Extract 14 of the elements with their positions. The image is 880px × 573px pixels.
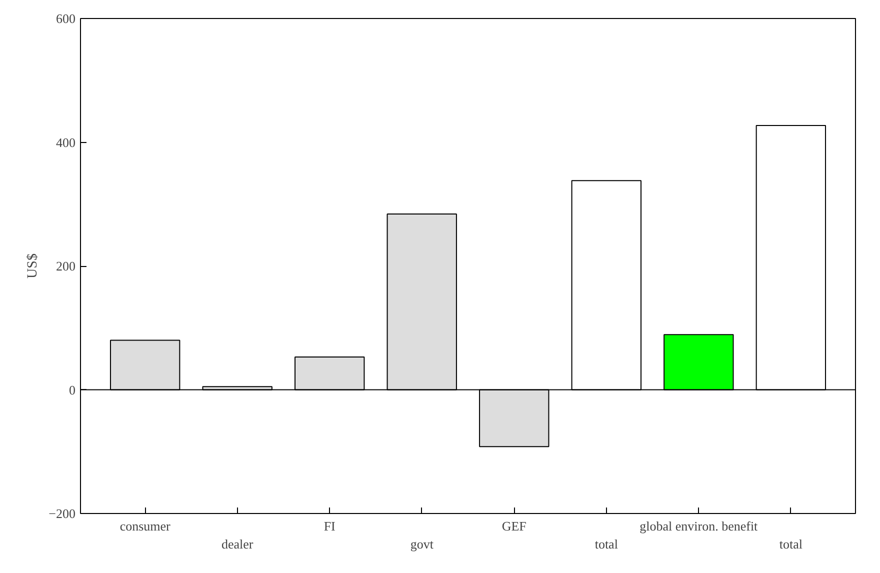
x-tick-label: total <box>779 536 803 552</box>
x-tick-label: dealer <box>221 536 254 552</box>
x-tick-label: total <box>594 536 618 552</box>
x-tick-label: govt <box>410 536 434 552</box>
x-tick-label: global environ. benefit <box>640 518 758 534</box>
y-tick-label: 0 <box>69 382 76 398</box>
x-tick-label: GEF <box>502 518 526 534</box>
y-axis-title: US$ <box>26 254 41 278</box>
y-tick-label: 200 <box>56 258 76 274</box>
y-tick-label: 400 <box>56 134 76 150</box>
y-tick-label: 600 <box>56 11 76 26</box>
x-tick-label: consumer <box>120 518 172 534</box>
y-tick-label: −200 <box>48 506 76 521</box>
x-tick-label: FI <box>324 518 336 534</box>
